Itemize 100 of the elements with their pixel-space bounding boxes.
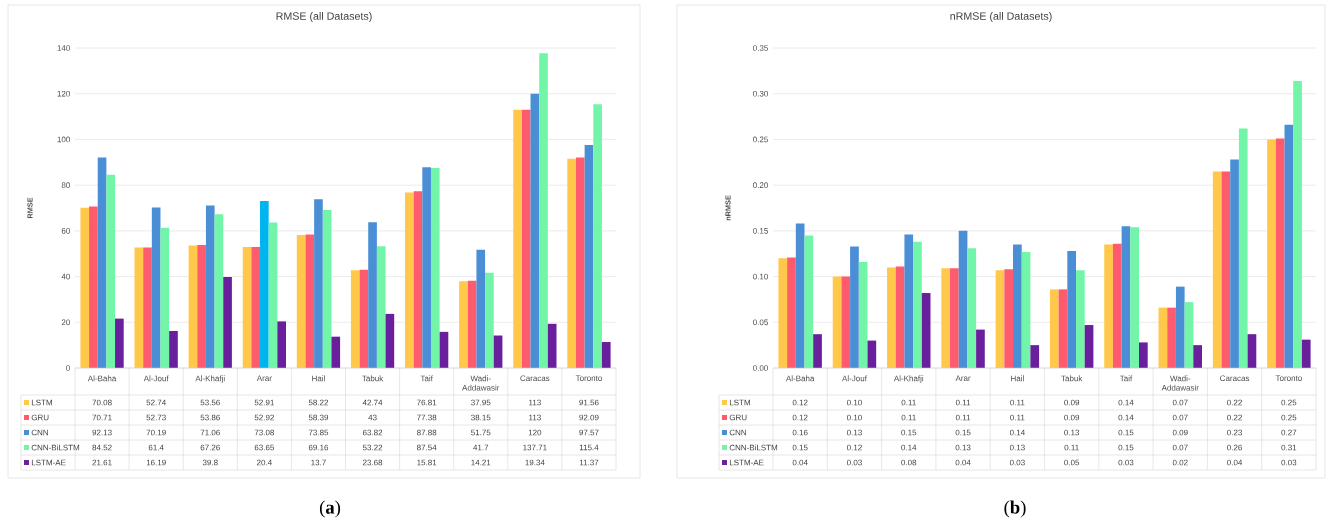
bar (539, 53, 548, 369)
data-label: 0.14 (1009, 429, 1025, 436)
data-label: 0.16 (792, 429, 808, 436)
data-label: 0.07 (1172, 399, 1188, 406)
text: (b) (1004, 500, 1026, 518)
bar (913, 241, 922, 369)
data-label: 67.26 (200, 444, 220, 451)
data-label: 0.04 (1227, 459, 1243, 466)
bar (251, 247, 261, 369)
data-label: 0.15 (1118, 429, 1134, 436)
bar (151, 207, 161, 369)
x-tick-label: Taif (420, 375, 433, 382)
bar (1112, 243, 1122, 369)
data-label: 58.22 (308, 399, 329, 406)
data-label: 0.11 (901, 414, 916, 421)
x-tick-label: Arar (955, 375, 971, 381)
text: (a) (319, 500, 341, 518)
data-label: 0.03 (1281, 459, 1297, 466)
bar (1175, 286, 1185, 369)
y-tick-label: 0.30 (753, 90, 768, 97)
bar (268, 222, 278, 369)
data-label: 0.11 (955, 399, 971, 406)
bar (1275, 138, 1285, 369)
bar (1104, 244, 1113, 369)
bar (1013, 244, 1022, 369)
bar (584, 144, 594, 369)
bar (904, 234, 914, 369)
y-tick-label: 140 (57, 45, 70, 51)
legend-label: GRU (729, 414, 747, 421)
bar (1193, 345, 1202, 369)
bar (1267, 139, 1276, 369)
bar (106, 174, 116, 369)
data-label: 0.13 (1064, 429, 1080, 436)
data-label: 70.19 (146, 429, 166, 436)
data-label: 63.65 (254, 444, 275, 451)
bar (188, 245, 198, 369)
data-label: 84.52 (92, 444, 112, 451)
data-label: 0.15 (792, 444, 808, 451)
data-label: 14.21 (471, 459, 491, 466)
bar (376, 246, 386, 369)
data-label: 92.09 (579, 414, 599, 421)
chart-title: RMSE (all Datasets) (276, 12, 372, 22)
legend-label: LSTM (31, 399, 52, 406)
bar (858, 261, 868, 369)
data-label: 0.10 (847, 414, 862, 421)
legend-label: CNN (729, 429, 746, 436)
chart-title: nRMSE (all Datasets) (950, 12, 1052, 22)
x-tick-label: Tabuk (362, 375, 384, 382)
data-label: 52.92 (254, 414, 274, 421)
bar (89, 206, 98, 369)
bar (1021, 251, 1031, 369)
data-label: 38.15 (471, 414, 491, 421)
data-label: 52.74 (146, 399, 166, 406)
data-label: 52.73 (146, 414, 166, 421)
bar (350, 270, 360, 369)
legend-label: CNN-BiLSTM (31, 444, 80, 451)
data-label: 0.02 (1172, 459, 1188, 466)
data-label: 73.08 (254, 429, 275, 436)
data-label: 0.07 (1172, 444, 1188, 451)
bar (1158, 307, 1168, 369)
y-tick-label: 0 (66, 365, 70, 371)
data-label: 0.12 (847, 444, 862, 451)
data-label: 15.81 (417, 459, 437, 466)
data-label: 21.61 (92, 459, 112, 466)
data-label: 0.25 (1281, 399, 1297, 406)
data-label: 52.91 (254, 399, 274, 406)
data-label: 0.15 (955, 429, 971, 436)
bar (223, 277, 232, 369)
bar (950, 268, 959, 369)
bar (1058, 289, 1068, 369)
data-label: 58.39 (308, 414, 329, 421)
bar (331, 336, 341, 369)
bar (850, 246, 859, 369)
data-label: 0.04 (792, 459, 808, 466)
bar (322, 209, 332, 369)
data-label: 0.26 (1227, 444, 1242, 451)
x-tick-label: Hail (312, 375, 325, 382)
data-label: 0.25 (1281, 414, 1297, 421)
y-tick-label: 0.15 (753, 228, 768, 234)
data-label: 16.19 (146, 459, 166, 466)
bar (530, 93, 540, 369)
data-label: 70.71 (92, 414, 112, 421)
bar (197, 244, 206, 369)
bar (214, 214, 224, 369)
data-label: 137.71 (523, 444, 547, 451)
legend-label: LSTM-AE (729, 459, 764, 466)
bar (169, 331, 178, 369)
y-tick-label: 40 (61, 273, 70, 280)
bar (832, 276, 842, 369)
data-label: 0.22 (1227, 414, 1242, 421)
x-tick-label: Toronto (575, 375, 602, 381)
data-label: 0.23 (1227, 429, 1242, 436)
bar (260, 200, 269, 369)
bar (1284, 124, 1294, 369)
bar (1004, 269, 1014, 369)
data-label: 0.13 (1009, 444, 1025, 451)
bar (521, 109, 531, 369)
bar (841, 276, 851, 369)
bar (160, 227, 170, 369)
bar (958, 230, 968, 369)
